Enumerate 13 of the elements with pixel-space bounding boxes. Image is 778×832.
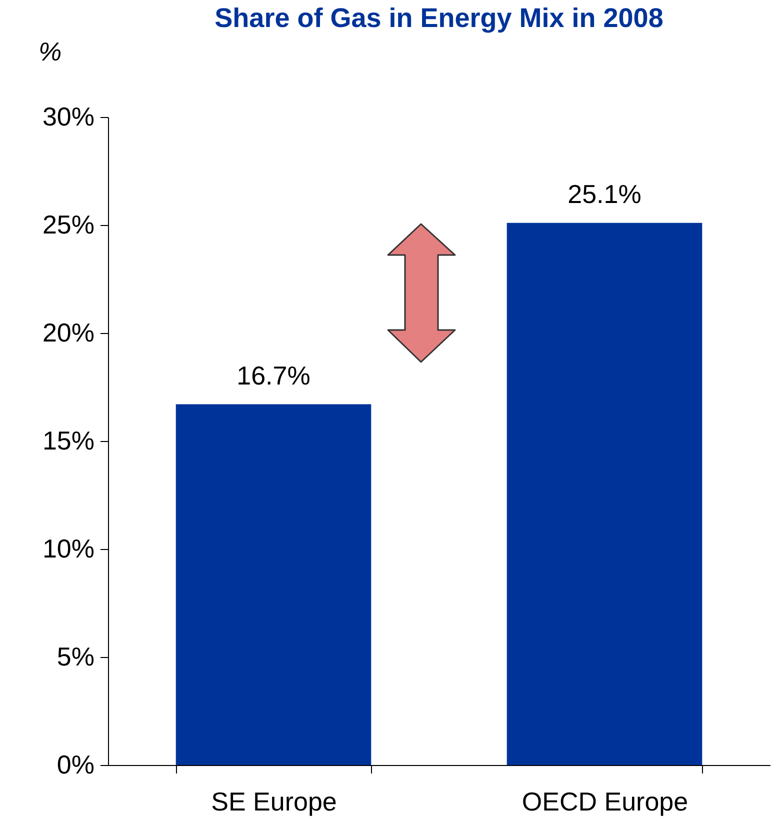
data-label: 25.1%: [568, 178, 642, 209]
data-label: 16.7%: [236, 360, 310, 390]
y-tick-label: 10%: [42, 534, 94, 564]
y-axis-title: %: [38, 36, 62, 66]
y-tick-label: 30%: [42, 102, 94, 132]
y-tick-label: 20%: [42, 318, 94, 348]
chart-title: Share of Gas in Energy Mix in 2008: [214, 3, 664, 33]
y-tick-label: 5%: [56, 642, 94, 672]
y-tick-label: 15%: [42, 426, 94, 456]
x-tick-label: SE Europe: [211, 786, 337, 816]
x-tick-label: OECD Europe: [522, 786, 688, 816]
y-tick-label: 25%: [42, 210, 94, 240]
y-tick-label: 0%: [56, 750, 94, 780]
